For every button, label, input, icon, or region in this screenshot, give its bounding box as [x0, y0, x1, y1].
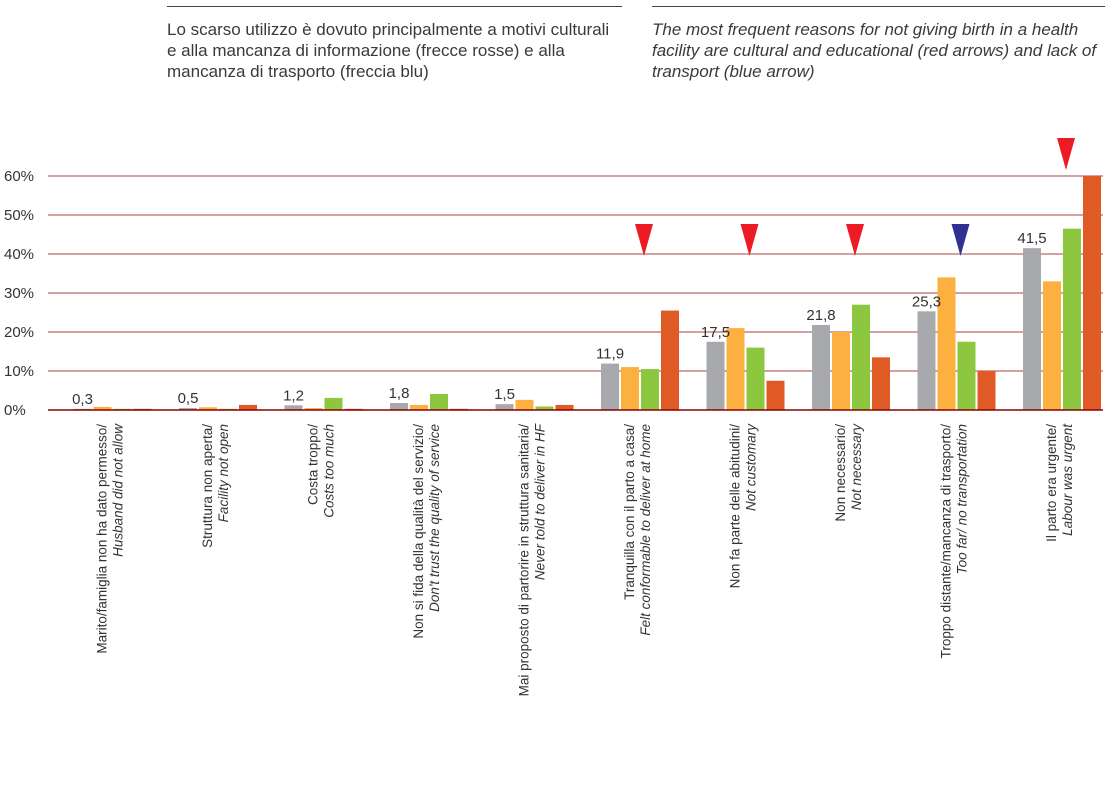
category-label-italian: Tranquilla con il parto a casa/ [622, 424, 637, 600]
category-label-english: Felt conformable to deliver at home [638, 424, 653, 636]
bar [766, 380, 785, 410]
y-tick-label: 0% [4, 402, 26, 419]
red-arrow-icon [635, 224, 653, 256]
bar [284, 405, 303, 410]
category-label-italian: Mai proposto di partorire in struttura s… [517, 424, 532, 697]
bar [1063, 228, 1081, 410]
category-label-italian: Marito/famiglia non ha dato permesso/ [95, 424, 110, 654]
red-arrow-icon [1057, 138, 1075, 170]
bar [852, 304, 870, 410]
bar [495, 404, 514, 410]
bar [515, 399, 534, 410]
y-tick-label: 60% [4, 168, 34, 185]
bar [239, 404, 257, 410]
bar [621, 367, 639, 410]
category-label-english: Too far/ no transportation [955, 424, 970, 574]
bar [410, 404, 428, 410]
caption-english: The most frequent reasons for not giving… [652, 6, 1105, 82]
bar [430, 394, 448, 410]
bar [957, 341, 976, 410]
bar [917, 311, 936, 410]
y-tick-label: 50% [4, 207, 34, 224]
red-arrow-icon [740, 224, 759, 256]
bar [812, 324, 830, 410]
category-label-italian: Il parto era urgente/ [1044, 424, 1059, 542]
data-label: 21,8 [806, 307, 835, 324]
bar [93, 406, 112, 410]
category-label-english: Husband did not allow [111, 423, 126, 557]
y-tick-label: 30% [4, 285, 34, 302]
bar [937, 277, 956, 410]
category-label-italian: Struttura non aperta/ [200, 424, 215, 548]
category-label-english: Costs too much [322, 424, 337, 518]
category-label-english: Not customary [744, 423, 759, 511]
data-label: 25,3 [912, 293, 941, 310]
bar [179, 408, 197, 410]
category-label-italian: Troppo distante/mancanza di trasporto/ [939, 424, 954, 659]
category-label-english: Labour was urgent [1060, 423, 1075, 536]
caption-italian: Lo scarso utilizzo è dovuto principalmen… [167, 6, 622, 82]
bar [1023, 248, 1041, 410]
data-label: 0,5 [178, 390, 199, 407]
bar [1083, 176, 1101, 410]
data-label: 0,3 [72, 391, 93, 408]
bar [872, 357, 890, 410]
blue-arrow-icon [951, 224, 970, 256]
data-label: 1,8 [389, 385, 410, 402]
category-label-english: Don't trust the quality of service [427, 424, 442, 612]
category-label-italian: Costa troppo/ [306, 424, 321, 505]
data-label: 17,5 [701, 324, 730, 341]
data-label: 41,5 [1017, 230, 1046, 247]
data-label: 1,2 [283, 387, 304, 404]
red-arrow-icon [846, 224, 864, 256]
bar [746, 347, 765, 410]
y-tick-label: 20% [4, 324, 34, 341]
bar [324, 397, 343, 410]
category-label-english: Not necessary [849, 423, 864, 511]
bar [661, 310, 679, 410]
category-label-italian: Non fa parte delle abitudini/ [728, 424, 743, 589]
bar [304, 408, 323, 410]
bar [641, 369, 659, 410]
bar [535, 406, 554, 410]
category-label-english: Facility not open [216, 424, 231, 522]
bar [601, 363, 619, 410]
bar [977, 371, 996, 410]
category-label-english: Never told to deliver in HF [533, 423, 548, 580]
bar [1043, 281, 1061, 410]
y-tick-label: 10% [4, 363, 34, 380]
bar [199, 407, 217, 410]
data-label: 11,9 [596, 346, 624, 363]
bar [832, 332, 850, 410]
bar [726, 328, 745, 410]
y-tick-label: 40% [4, 246, 34, 263]
category-label-italian: Non necessario/ [833, 424, 848, 522]
bar [555, 404, 574, 410]
bar [390, 402, 408, 410]
bar [706, 341, 725, 410]
category-label-italian: Non si fida della qualità del servizio/ [411, 424, 426, 639]
data-label: 1,5 [494, 386, 515, 403]
